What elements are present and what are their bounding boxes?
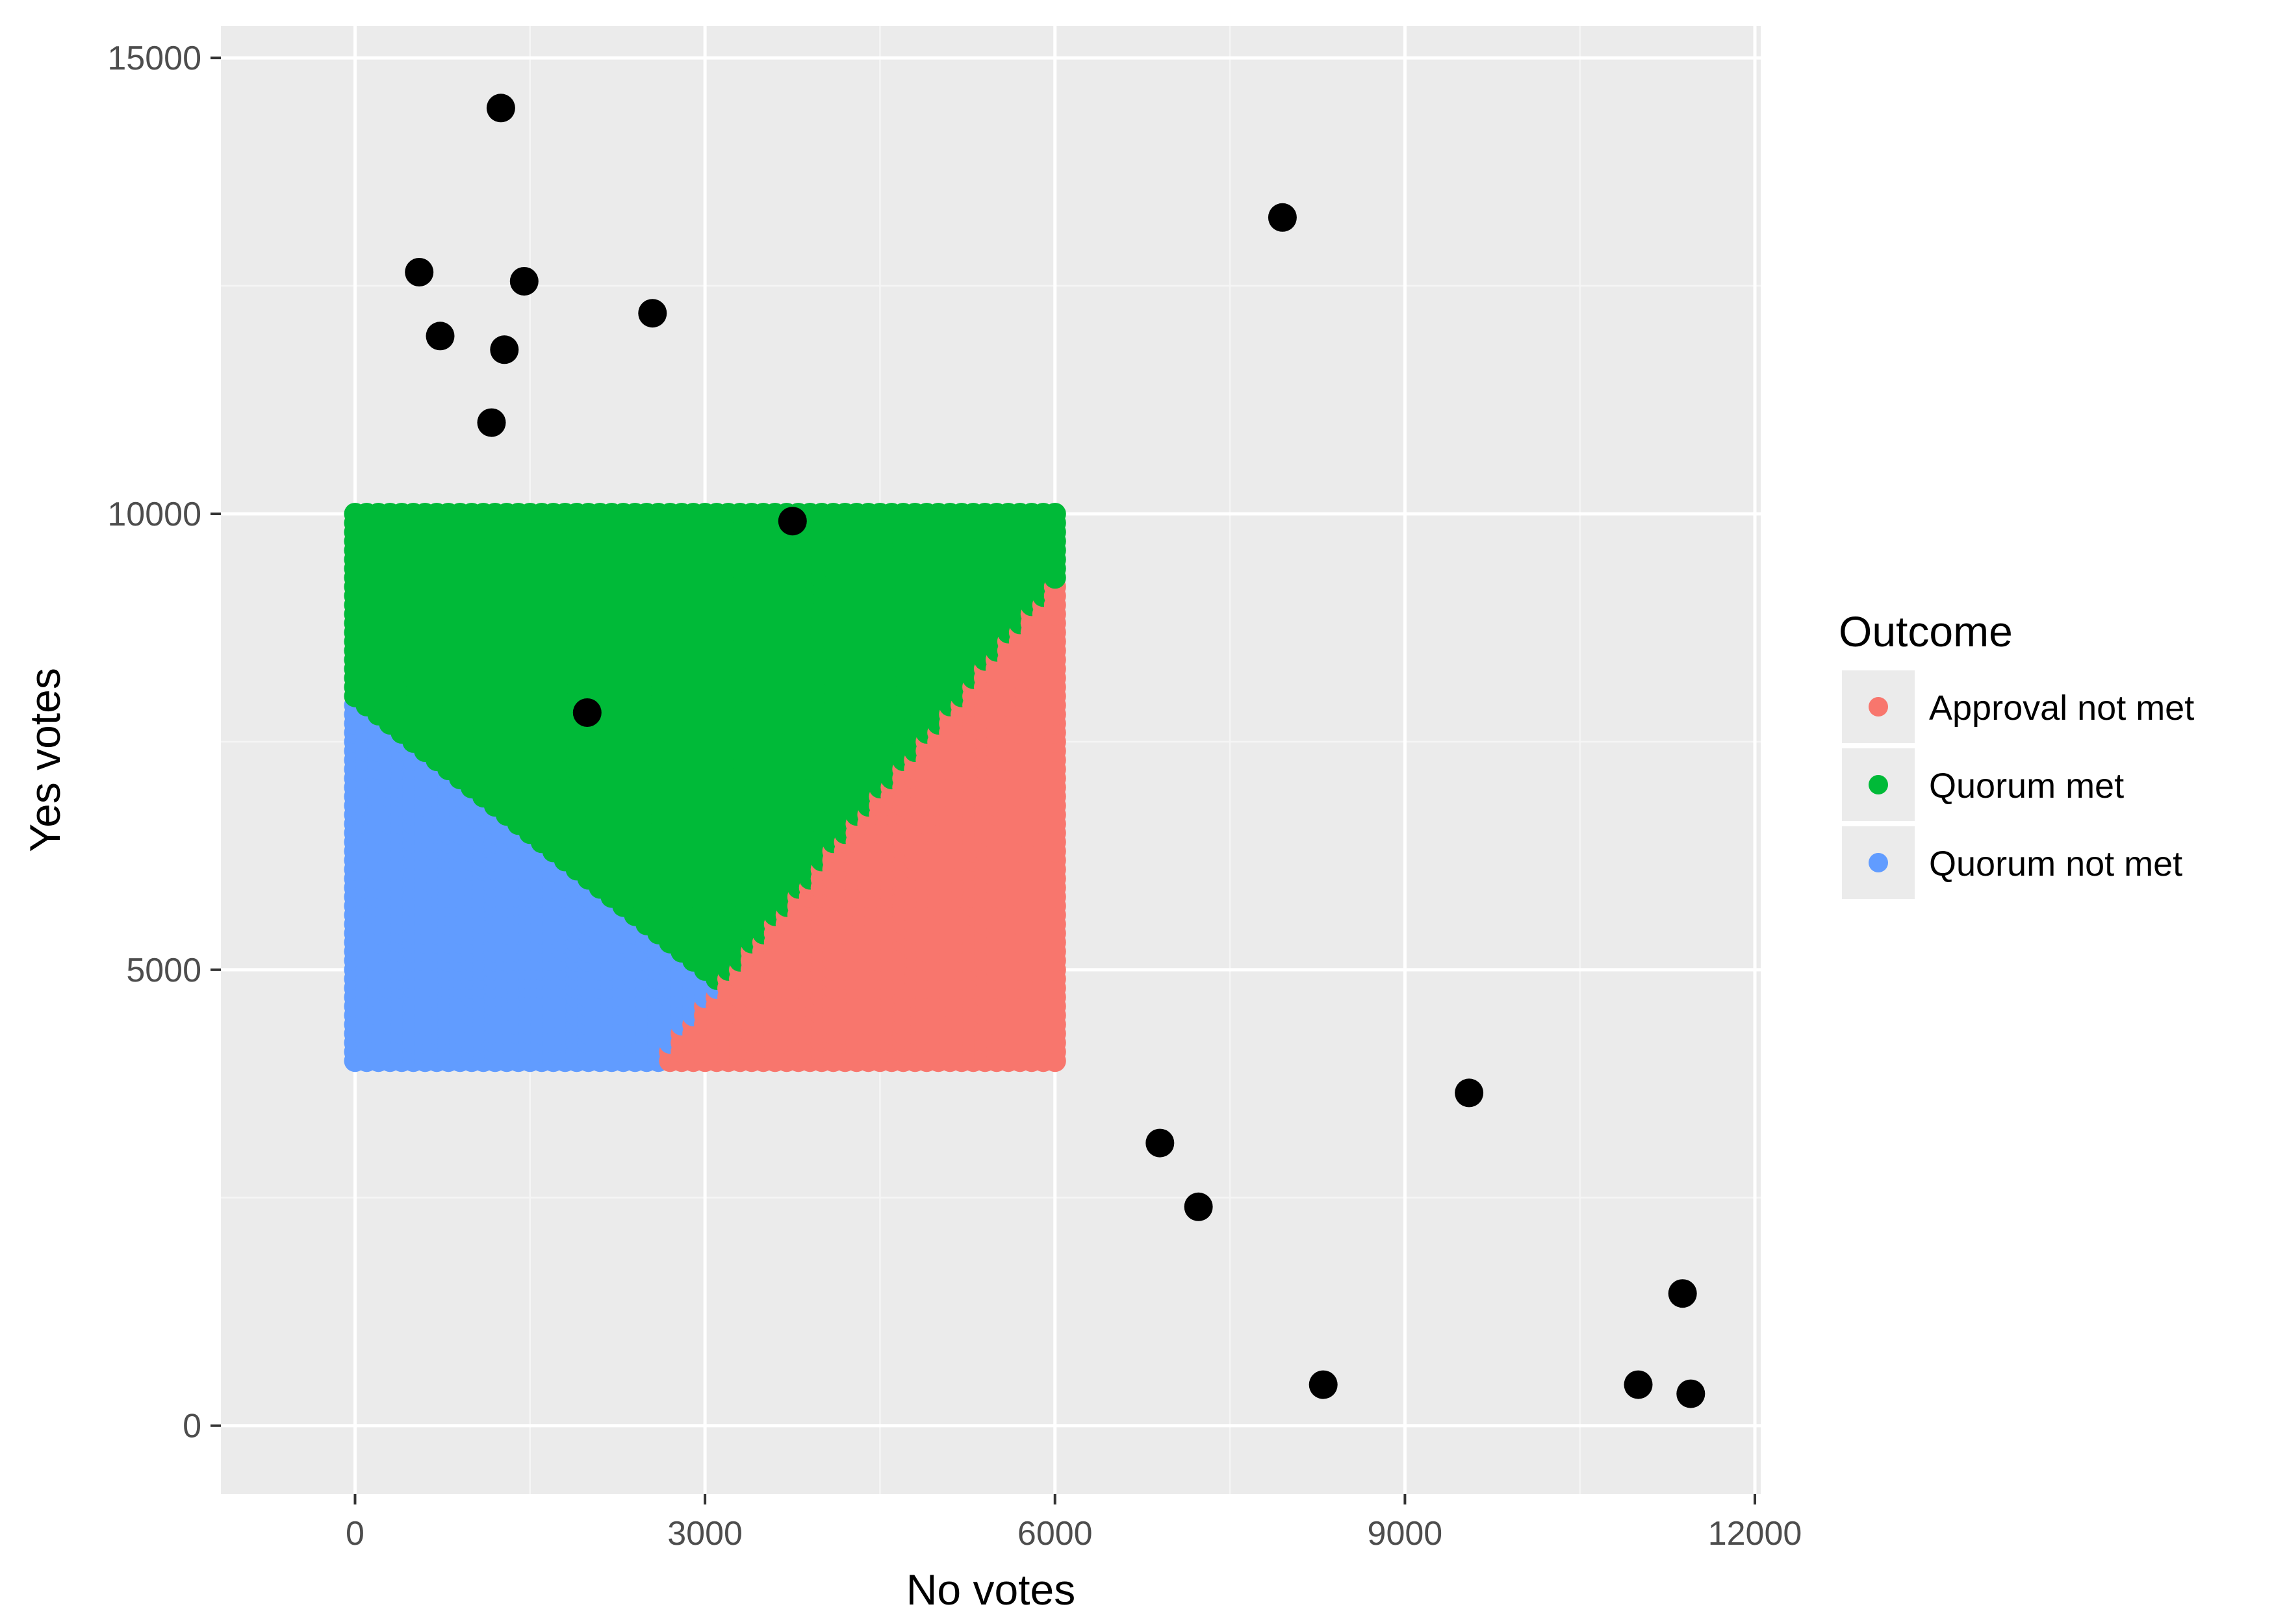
observation-point <box>1184 1192 1213 1221</box>
x-tick-label: 6000 <box>1017 1515 1093 1553</box>
observation-point <box>405 258 434 286</box>
observation-point <box>1309 1370 1338 1399</box>
x-tick-label: 9000 <box>1368 1515 1443 1553</box>
legend-label-quorum-met: Quorum met <box>1929 767 2124 806</box>
legend-label-approval-not-met: Approval not met <box>1929 689 2194 728</box>
y-tick-label: 5000 <box>126 952 201 989</box>
x-axis-title: No votes <box>906 1566 1075 1614</box>
x-tick-label: 0 <box>346 1515 364 1553</box>
legend: Outcome Approval not met Quorum met Quor… <box>1839 607 2194 899</box>
legend-label-quorum-not-met: Quorum not met <box>1929 844 2182 883</box>
observation-point <box>778 507 807 536</box>
observation-point <box>572 698 602 727</box>
y-tick-label: 15000 <box>107 40 201 77</box>
observation-points <box>405 94 1706 1408</box>
observation-point <box>1624 1370 1653 1399</box>
y-tick-label: 0 <box>183 1408 201 1445</box>
tick-labels: 0 3000 6000 9000 12000 0 5000 10000 15000 <box>107 40 1802 1553</box>
outcome-region-points <box>344 503 1066 1072</box>
y-axis-title: Yes votes <box>21 668 69 852</box>
legend-swatch-quorum-met <box>1869 775 1888 794</box>
legend-item-approval-not-met: Approval not met <box>1842 670 2194 743</box>
observation-point <box>1145 1128 1175 1158</box>
observation-point <box>477 408 506 437</box>
region-point-quorum-met <box>1043 503 1066 525</box>
observation-point <box>509 267 539 296</box>
legend-item-quorum-not-met: Quorum not met <box>1842 826 2182 899</box>
legend-swatch-quorum-not-met <box>1869 853 1888 872</box>
x-tick-label: 12000 <box>1708 1515 1802 1553</box>
observation-point <box>486 94 515 123</box>
observation-point <box>1455 1078 1484 1108</box>
observation-point <box>1676 1379 1706 1408</box>
y-tick-label: 10000 <box>107 496 201 533</box>
x-tick-label: 3000 <box>667 1515 743 1553</box>
legend-swatch-approval-not-met <box>1869 697 1888 717</box>
legend-title: Outcome <box>1839 607 2013 655</box>
legend-item-quorum-met: Quorum met <box>1842 748 2124 821</box>
observation-point <box>638 299 667 328</box>
observation-point <box>426 322 455 351</box>
observation-point <box>1268 203 1297 232</box>
observation-point <box>490 335 519 364</box>
observation-point <box>1668 1279 1697 1308</box>
axis-ticks <box>211 57 1757 1504</box>
